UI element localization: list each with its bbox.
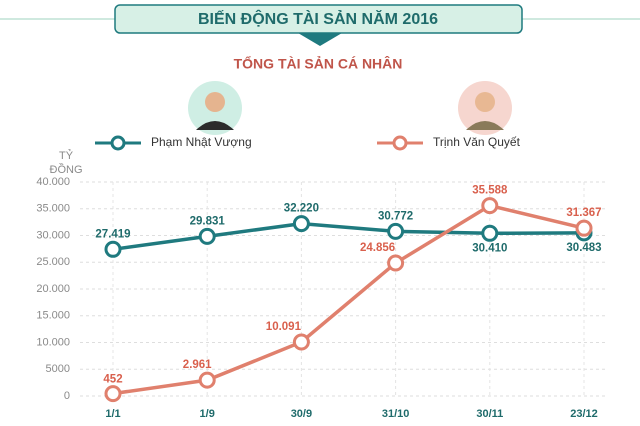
- data-label: 32.220: [284, 203, 319, 215]
- data-label: 30.410: [472, 242, 507, 254]
- legend-marker: [110, 135, 126, 151]
- data-point: [387, 222, 405, 240]
- legend-label: Trịnh Văn Quyết: [433, 135, 521, 149]
- data-point: [481, 224, 499, 242]
- data-label: 35.588: [472, 185, 508, 197]
- legend-marker: [392, 135, 408, 151]
- y-tick-label: 5000: [46, 363, 70, 375]
- chart-title: BIẾN ĐỘNG TÀI SẢN NĂM 2016: [198, 9, 438, 28]
- chart-subtitle: TỔNG TÀI SẢN CÁ NHÂN: [234, 55, 403, 72]
- data-label: 29.831: [190, 215, 226, 227]
- y-axis-label: ĐỒNG: [50, 163, 83, 176]
- data-point: [575, 219, 593, 237]
- y-axis-label: TỶ: [59, 149, 74, 162]
- data-label: 10.091: [266, 321, 302, 333]
- legend-label: Phạm Nhật Vượng: [151, 135, 252, 149]
- data-label: 31.367: [566, 207, 601, 219]
- series-line: [112, 203, 585, 396]
- data-point: [292, 215, 310, 233]
- data-point: [198, 371, 216, 389]
- series-line: [112, 221, 585, 252]
- data-label: 30.483: [566, 242, 601, 254]
- y-tick-label: 40.000: [36, 176, 70, 188]
- data-point: [481, 197, 499, 215]
- data-label: 2.961: [183, 359, 212, 371]
- portrait: [458, 81, 512, 135]
- x-tick-label: 30/9: [291, 408, 312, 420]
- data-label: 30.772: [378, 210, 413, 222]
- y-tick-label: 10.000: [36, 336, 70, 348]
- x-tick-label: 31/10: [382, 408, 410, 420]
- x-tick-label: 1/9: [200, 408, 215, 420]
- x-tick-label: 30/11: [476, 408, 503, 420]
- y-tick-label: 25.000: [36, 256, 70, 268]
- data-label: 27.419: [95, 228, 130, 240]
- y-tick-label: 30.000: [36, 229, 70, 241]
- x-tick-label: 23/12: [570, 408, 598, 420]
- data-point: [104, 240, 122, 258]
- data-point: [198, 227, 216, 245]
- data-label: 452: [103, 374, 122, 386]
- y-tick-label: 0: [64, 390, 70, 402]
- data-point: [104, 385, 122, 403]
- portrait: [188, 81, 242, 135]
- x-tick-label: 1/1: [105, 408, 120, 420]
- banner-pointer: [298, 33, 342, 46]
- data-point: [387, 254, 405, 272]
- data-label: 24.856: [360, 242, 395, 254]
- y-tick-label: 15.000: [36, 310, 70, 322]
- y-tick-label: 35.000: [36, 203, 70, 215]
- y-tick-label: 20.000: [36, 283, 70, 295]
- data-point: [292, 333, 310, 351]
